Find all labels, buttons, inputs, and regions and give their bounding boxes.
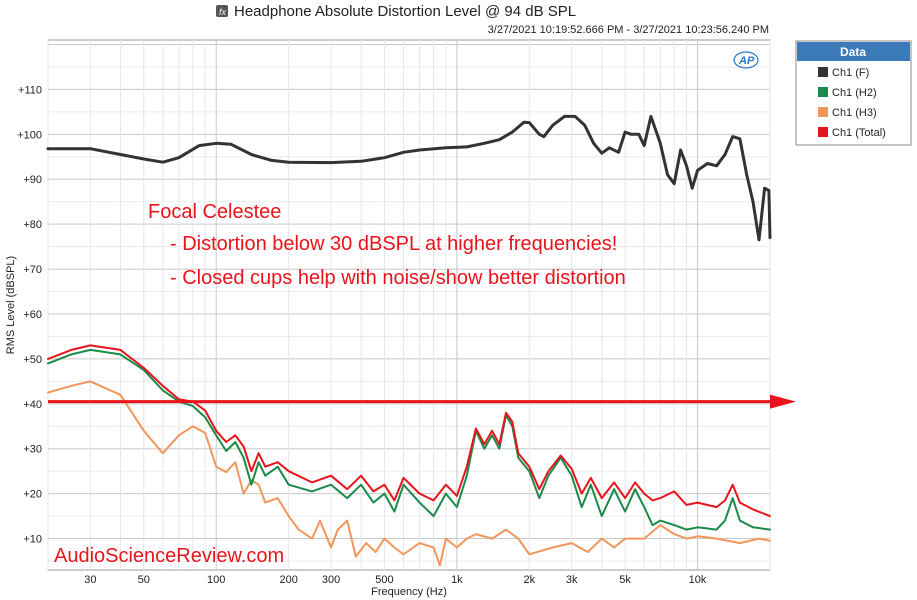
fx-icon-glyph: fx <box>219 7 227 17</box>
x-tick-label: 1k <box>451 574 463 586</box>
y-tick-label: +40 <box>23 399 42 411</box>
y-axis-label: RMS Level (dBSPL) <box>5 256 17 354</box>
x-tick-label: 3k <box>566 574 578 586</box>
y-tick-label: +90 <box>23 174 42 186</box>
y-tick-label: +80 <box>23 219 42 231</box>
x-tick-labels: 30 50 100 200 300 500 1k 2k 3k 5k 10k <box>84 574 707 586</box>
ap-logo-text: AP <box>738 55 755 67</box>
legend-swatch <box>818 107 828 117</box>
ap-logo-ring <box>733 51 759 69</box>
grid <box>47 40 771 570</box>
legend-header-bg <box>797 42 910 61</box>
series-line-ch1-total <box>47 344 771 518</box>
legend-entry: Ch1 (Total) <box>832 127 886 139</box>
x-tick-label: 50 <box>138 574 150 586</box>
fx-icon <box>216 5 228 17</box>
watermark: AudioScienceReview.com <box>54 545 284 567</box>
y-tick-label: +60 <box>23 309 42 321</box>
y-tick-label: +10 <box>23 534 42 546</box>
legend-swatch <box>818 127 828 137</box>
legend-entry: Ch1 (H3) <box>832 107 877 119</box>
y-tick-label: +100 <box>17 129 42 141</box>
series-group <box>46 114 772 567</box>
y-tick-label: +30 <box>23 444 42 456</box>
annotation-line-2: - Closed cups help with noise/show bette… <box>170 267 626 289</box>
annotation-line-1: - Distortion below 30 dBSPL at higher fr… <box>170 233 617 255</box>
y-tick-label: +50 <box>23 354 42 366</box>
chart-title: Headphone Absolute Distortion Level @ 94… <box>234 3 576 20</box>
reference-arrowhead <box>770 394 796 409</box>
title-group: fx Headphone Absolute Distortion Level @… <box>216 3 576 20</box>
y-tick-label: +20 <box>23 489 42 501</box>
x-tick-label: 10k <box>689 574 707 586</box>
y-tick-labels: +10 +20 +30 +40 +50 +60 +70 +80 +90 +100 +110 <box>17 84 42 545</box>
x-tick-label: 300 <box>322 574 340 586</box>
reference-arrow <box>48 394 796 409</box>
x-tick-label: 100 <box>207 574 225 586</box>
legend: Data Ch1 (F) Ch1 (H2) Ch1 (H3) Ch1 (Total) <box>795 40 912 146</box>
legend-swatch <box>818 67 828 77</box>
timestamp: 3/27/2021 10:19:52.666 PM - 3/27/2021 10… <box>488 24 769 36</box>
legend-swatch <box>818 87 828 97</box>
legend-entry: Ch1 (H2) <box>832 87 877 99</box>
legend-items: Ch1 (F) Ch1 (H2) Ch1 (H3) Ch1 (Total) <box>818 67 886 139</box>
x-tick-label: 2k <box>524 574 536 586</box>
series-line-ch1-h2 <box>47 348 771 531</box>
x-tick-label: 5k <box>619 574 631 586</box>
annotation-title: Focal Celestee <box>148 201 281 223</box>
series-line-ch1-h3 <box>47 380 771 567</box>
x-axis-label: Frequency (Hz) <box>371 586 447 598</box>
y-tick-label: +110 <box>18 84 42 96</box>
x-tick-label: 500 <box>375 574 393 586</box>
legend-title: Data <box>840 45 866 59</box>
x-tick-label: 30 <box>84 574 96 586</box>
x-tick-label: 200 <box>279 574 297 586</box>
legend-entry: Ch1 (F) <box>832 67 869 79</box>
ap-logo: AP <box>733 51 759 69</box>
y-tick-label: +70 <box>23 264 42 276</box>
series-line-ch1-f <box>46 114 772 242</box>
